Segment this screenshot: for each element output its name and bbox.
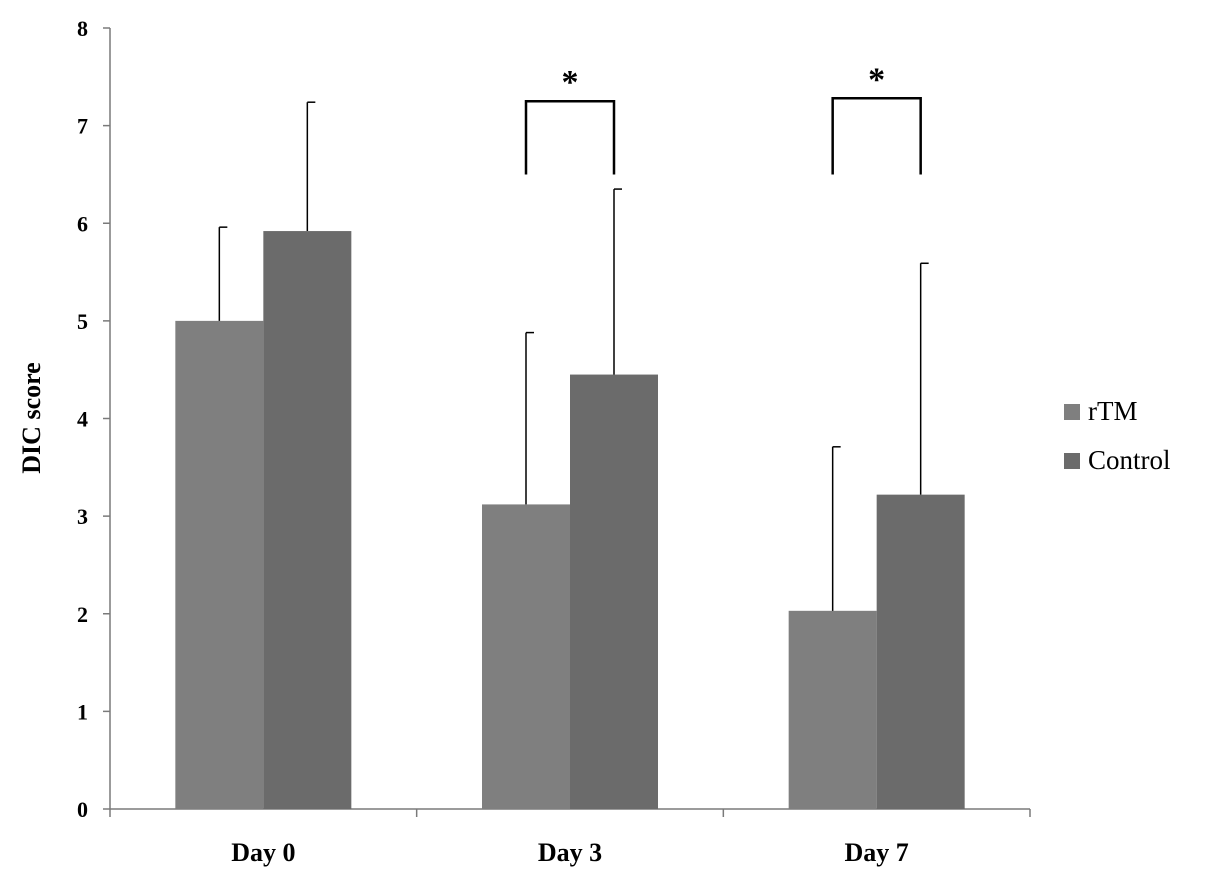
significance-star: *: [562, 64, 579, 101]
significance-bracket: [831, 97, 922, 175]
x-category-label: Day 3: [538, 838, 602, 867]
y-axis-label: DIC score: [17, 362, 46, 473]
y-tick-label: 7: [77, 114, 88, 139]
legend-swatch-control: [1064, 453, 1080, 469]
bar-rtm-day-0: [175, 320, 264, 809]
plot-area: 0 1 2 3 4 5 6 7 8 Day 0 Day 3 Day 7 * *: [77, 16, 1031, 867]
y-tick-label: 0: [77, 797, 88, 822]
y-tick-label: 8: [77, 16, 88, 41]
y-tick-label: 4: [77, 407, 88, 432]
y-tick-label: 1: [77, 699, 88, 724]
x-category-label: Day 7: [845, 838, 909, 867]
significance-bracket: [524, 99, 616, 175]
legend-label-rtm: rTM: [1088, 396, 1138, 426]
y-tick-label: 6: [77, 211, 88, 236]
bar-rtm-day-3: [482, 504, 570, 809]
bar-control-day-0: [263, 231, 352, 809]
y-tick-label: 3: [77, 504, 88, 529]
x-category-label: Day 0: [231, 838, 295, 867]
bar-control-day-3: [570, 374, 658, 809]
y-tick-label: 5: [77, 309, 88, 334]
legend: rTM Control: [1064, 396, 1171, 475]
bar-control-day-7: [876, 494, 965, 809]
y-tick-label: 2: [77, 602, 88, 627]
significance-star: *: [868, 61, 885, 98]
legend-label-control: Control: [1088, 445, 1171, 475]
bar-rtm-day-7: [788, 610, 877, 809]
legend-swatch-rtm: [1064, 404, 1080, 420]
